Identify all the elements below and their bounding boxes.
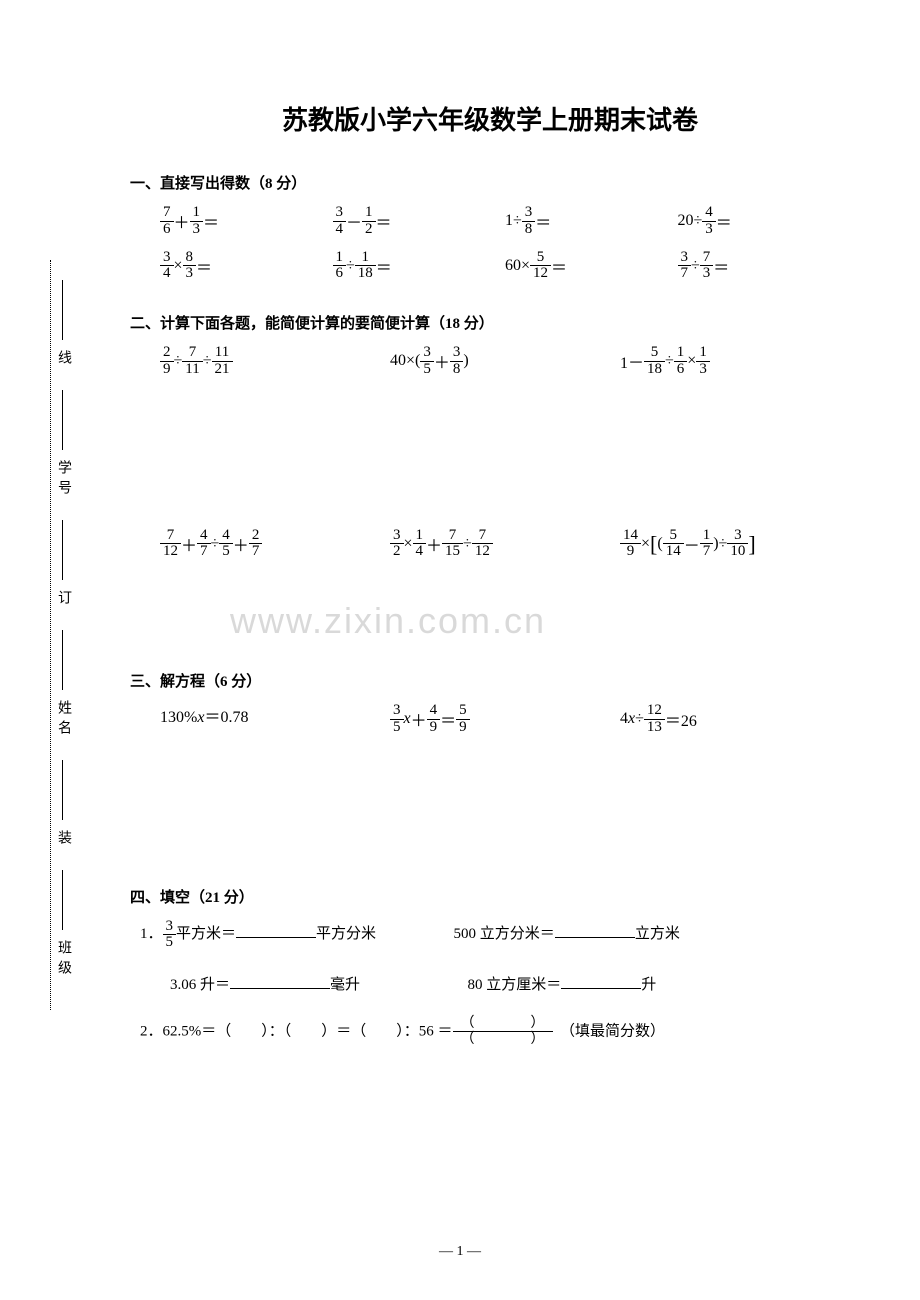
binding-line-2 — [62, 760, 63, 820]
q4-line2: 3.06 升＝毫升 80 立方厘米＝升 — [130, 973, 850, 994]
section-3-head: 三、解方程（6 分） — [130, 670, 850, 691]
binding-line-3 — [62, 630, 63, 690]
q2-r2c1: 712＋47÷45＋27 — [160, 528, 390, 561]
page-title: 苏教版小学六年级数学上册期末试卷 — [130, 100, 850, 137]
q1-row2: 34×83＝ 16÷118＝ 60×512＝ 37÷73＝ — [130, 250, 850, 283]
q2-r1c2: 40×(35＋38) — [390, 345, 620, 378]
q1-r2c1: 34×83＝ — [160, 250, 333, 283]
q3-c1: 130%x＝0.78 — [160, 703, 390, 736]
binding-zhuang: 装 — [53, 830, 73, 850]
q1-r1c1: 76＋13＝ — [160, 205, 333, 238]
q1-r1c4: 20÷43＝ — [678, 205, 851, 238]
binding-line-5 — [62, 390, 63, 450]
q1-r1c2: 34－12＝ — [333, 205, 506, 238]
q2-r1c3: 1－518÷16×13 — [620, 345, 850, 378]
binding-line-1 — [62, 870, 63, 930]
binding-line-6 — [62, 280, 63, 340]
binding-class: 班级 — [53, 940, 73, 980]
q1-r2c3: 60×512＝ — [505, 250, 678, 283]
q2-r2c2: 32×14＋715÷712 — [390, 528, 620, 561]
section-4-head: 四、填空（21 分） — [130, 886, 850, 907]
binding-xian: 线 — [53, 350, 73, 370]
q4-line3: 2．62.5%＝（ ）：（ ）＝（ ）：56 ＝（ ）（ ） （填最简分数） — [130, 1016, 850, 1048]
q1-r2c4: 37÷73＝ — [678, 250, 851, 283]
binding-strip: 班级 装 姓名 订 学号 线 — [35, 260, 95, 1010]
binding-line-4 — [62, 520, 63, 580]
q1-row1: 76＋13＝ 34－12＝ 1÷38＝ 20÷43＝ — [130, 205, 850, 238]
q1-r2c2: 16÷118＝ — [333, 250, 506, 283]
binding-id: 学号 — [53, 460, 73, 500]
page: 苏教版小学六年级数学上册期末试卷 一、直接写出得数（8 分） 76＋13＝ 34… — [130, 100, 850, 1048]
section-2-head: 二、计算下面各题，能简便计算的要简便计算（18 分） — [130, 312, 850, 333]
binding-name: 姓名 — [53, 700, 73, 740]
q1-r1c3: 1÷38＝ — [505, 205, 678, 238]
q4-line1: 1．35平方米＝平方分米 500 立方分米＝立方米 — [130, 919, 850, 952]
q2-r2c3: 149×[(514－17)÷310] — [620, 528, 850, 561]
binding-ding: 订 — [53, 590, 73, 610]
q3-row: 130%x＝0.78 35x＋49＝59 4x÷1213＝26 — [130, 703, 850, 736]
q3-c2: 35x＋49＝59 — [390, 703, 620, 736]
q2-row2: 712＋47÷45＋27 32×14＋715÷712 149×[(514－17)… — [130, 528, 850, 561]
q3-c3: 4x÷1213＝26 — [620, 703, 850, 736]
page-number: — 1 — — [0, 1244, 920, 1260]
q2-r1c1: 29÷711÷1121 — [160, 345, 390, 378]
section-1-head: 一、直接写出得数（8 分） — [130, 172, 850, 193]
q2-row1: 29÷711÷1121 40×(35＋38) 1－518÷16×13 — [130, 345, 850, 378]
